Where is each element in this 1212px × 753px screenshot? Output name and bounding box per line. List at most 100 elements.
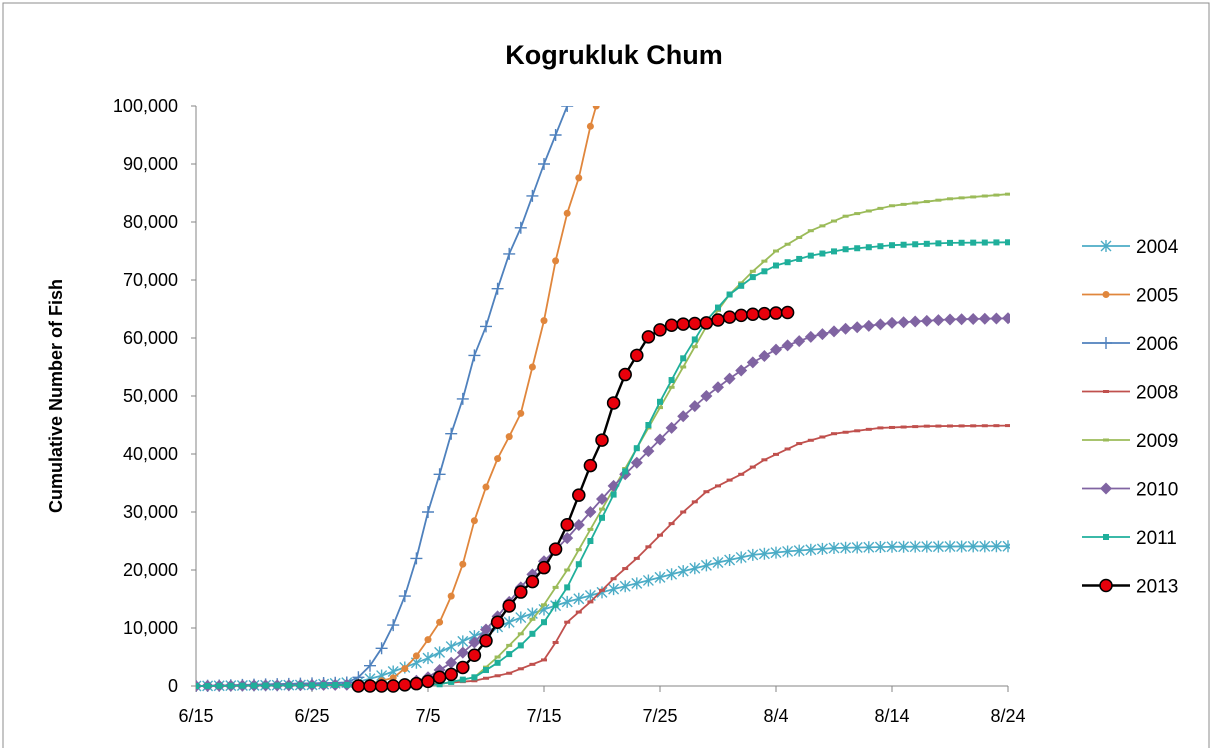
data-point-marker bbox=[494, 674, 501, 678]
data-point-marker bbox=[398, 590, 411, 603]
y-axis-label: Cumulative Number of Fish bbox=[46, 279, 66, 513]
data-point-marker bbox=[494, 455, 502, 463]
data-point-marker bbox=[947, 197, 953, 201]
data-point-marker bbox=[688, 400, 701, 413]
data-point-marker bbox=[842, 430, 849, 434]
data-point-marker bbox=[572, 519, 585, 532]
legend-label: 2006 bbox=[1136, 334, 1178, 355]
data-point-marker bbox=[573, 592, 585, 605]
data-point-marker bbox=[912, 241, 919, 248]
data-point-marker bbox=[970, 239, 977, 246]
data-point-marker bbox=[668, 522, 675, 526]
data-point-marker bbox=[422, 506, 434, 518]
data-point-marker bbox=[444, 667, 458, 682]
data-point-marker bbox=[993, 424, 1000, 428]
data-point-marker bbox=[630, 456, 643, 469]
data-point-marker bbox=[854, 245, 861, 252]
data-point-marker bbox=[586, 122, 594, 130]
data-point-marker bbox=[610, 577, 617, 581]
data-point-marker bbox=[561, 595, 573, 608]
data-point-marker bbox=[575, 174, 583, 182]
data-point-marker bbox=[572, 488, 586, 502]
data-point-marker bbox=[641, 330, 656, 344]
y-tick-label: 30,000 bbox=[123, 502, 178, 522]
data-point-marker bbox=[599, 588, 605, 592]
data-point-marker bbox=[865, 244, 872, 251]
data-point-marker bbox=[923, 200, 930, 204]
data-point-marker bbox=[851, 541, 863, 554]
data-point-marker bbox=[691, 500, 698, 504]
data-point-marker bbox=[735, 551, 747, 564]
data-point-marker bbox=[807, 229, 814, 233]
series-2013 bbox=[351, 305, 795, 693]
data-point-marker bbox=[196, 683, 199, 689]
data-point-marker bbox=[700, 559, 712, 572]
data-point-marker bbox=[711, 313, 725, 327]
data-point-marker bbox=[506, 651, 513, 658]
data-point-marker bbox=[816, 328, 829, 341]
data-point-marker bbox=[436, 681, 443, 688]
data-point-marker bbox=[749, 465, 756, 469]
data-point-marker bbox=[749, 274, 756, 281]
data-point-marker bbox=[796, 235, 803, 239]
data-point-marker bbox=[517, 409, 525, 417]
data-point-marker bbox=[935, 240, 942, 247]
data-point-marker bbox=[575, 548, 582, 552]
y-tick-label: 20,000 bbox=[123, 560, 178, 580]
x-ticks: 6/15 6/25 7/5 7/15 7/25 8/4 8/14 8/24 bbox=[178, 686, 1026, 726]
data-point-marker bbox=[912, 425, 919, 429]
data-point-marker bbox=[874, 541, 886, 554]
data-point-marker bbox=[561, 532, 574, 545]
data-point-marker bbox=[712, 556, 724, 569]
data-point-marker bbox=[645, 422, 652, 428]
data-point-marker bbox=[831, 432, 837, 436]
data-point-marker bbox=[538, 158, 550, 170]
data-point-marker bbox=[599, 507, 605, 511]
data-point-marker bbox=[502, 599, 516, 613]
data-point-marker bbox=[935, 198, 942, 202]
data-point-marker bbox=[563, 209, 571, 217]
data-point-marker bbox=[401, 665, 409, 673]
data-point-marker bbox=[596, 492, 608, 505]
data-point-marker bbox=[851, 321, 864, 334]
data-point-marker bbox=[549, 129, 562, 141]
data-point-marker bbox=[561, 106, 574, 112]
data-point-marker bbox=[677, 410, 690, 423]
data-point-marker bbox=[909, 315, 922, 328]
data-point-marker bbox=[668, 377, 675, 384]
data-point-marker bbox=[529, 662, 536, 666]
data-point-marker bbox=[877, 206, 884, 210]
data-point-marker bbox=[514, 221, 527, 234]
data-point-marker bbox=[541, 619, 547, 626]
data-point-marker bbox=[761, 268, 768, 275]
data-point-marker bbox=[645, 545, 652, 549]
data-point-marker bbox=[796, 442, 803, 446]
data-point-marker bbox=[490, 615, 505, 629]
y-tick-label: 60,000 bbox=[123, 328, 178, 348]
data-point-marker bbox=[912, 201, 919, 205]
data-point-marker bbox=[981, 239, 988, 246]
data-point-marker bbox=[541, 603, 547, 607]
data-point-marker bbox=[746, 356, 759, 369]
data-point-marker bbox=[592, 106, 600, 110]
data-point-marker bbox=[204, 682, 211, 689]
data-point-marker bbox=[923, 240, 930, 247]
data-point-marker bbox=[839, 322, 852, 335]
data-point-marker bbox=[541, 658, 547, 662]
data-point-marker bbox=[958, 239, 965, 246]
data-point-marker bbox=[842, 214, 849, 218]
data-point-marker bbox=[552, 601, 559, 608]
data-point-marker bbox=[889, 425, 895, 429]
data-point-marker bbox=[1002, 312, 1010, 325]
data-point-marker bbox=[722, 310, 737, 324]
data-point-marker bbox=[412, 652, 420, 660]
data-point-marker bbox=[526, 189, 539, 202]
legend-item-2013: 2013 bbox=[1082, 577, 1178, 598]
data-point-marker bbox=[990, 540, 1002, 553]
data-point-marker bbox=[689, 562, 701, 575]
data-point-marker bbox=[723, 372, 736, 385]
data-point-marker bbox=[491, 282, 504, 295]
data-point-marker bbox=[445, 640, 457, 653]
y-tick-label: 70,000 bbox=[123, 270, 178, 290]
